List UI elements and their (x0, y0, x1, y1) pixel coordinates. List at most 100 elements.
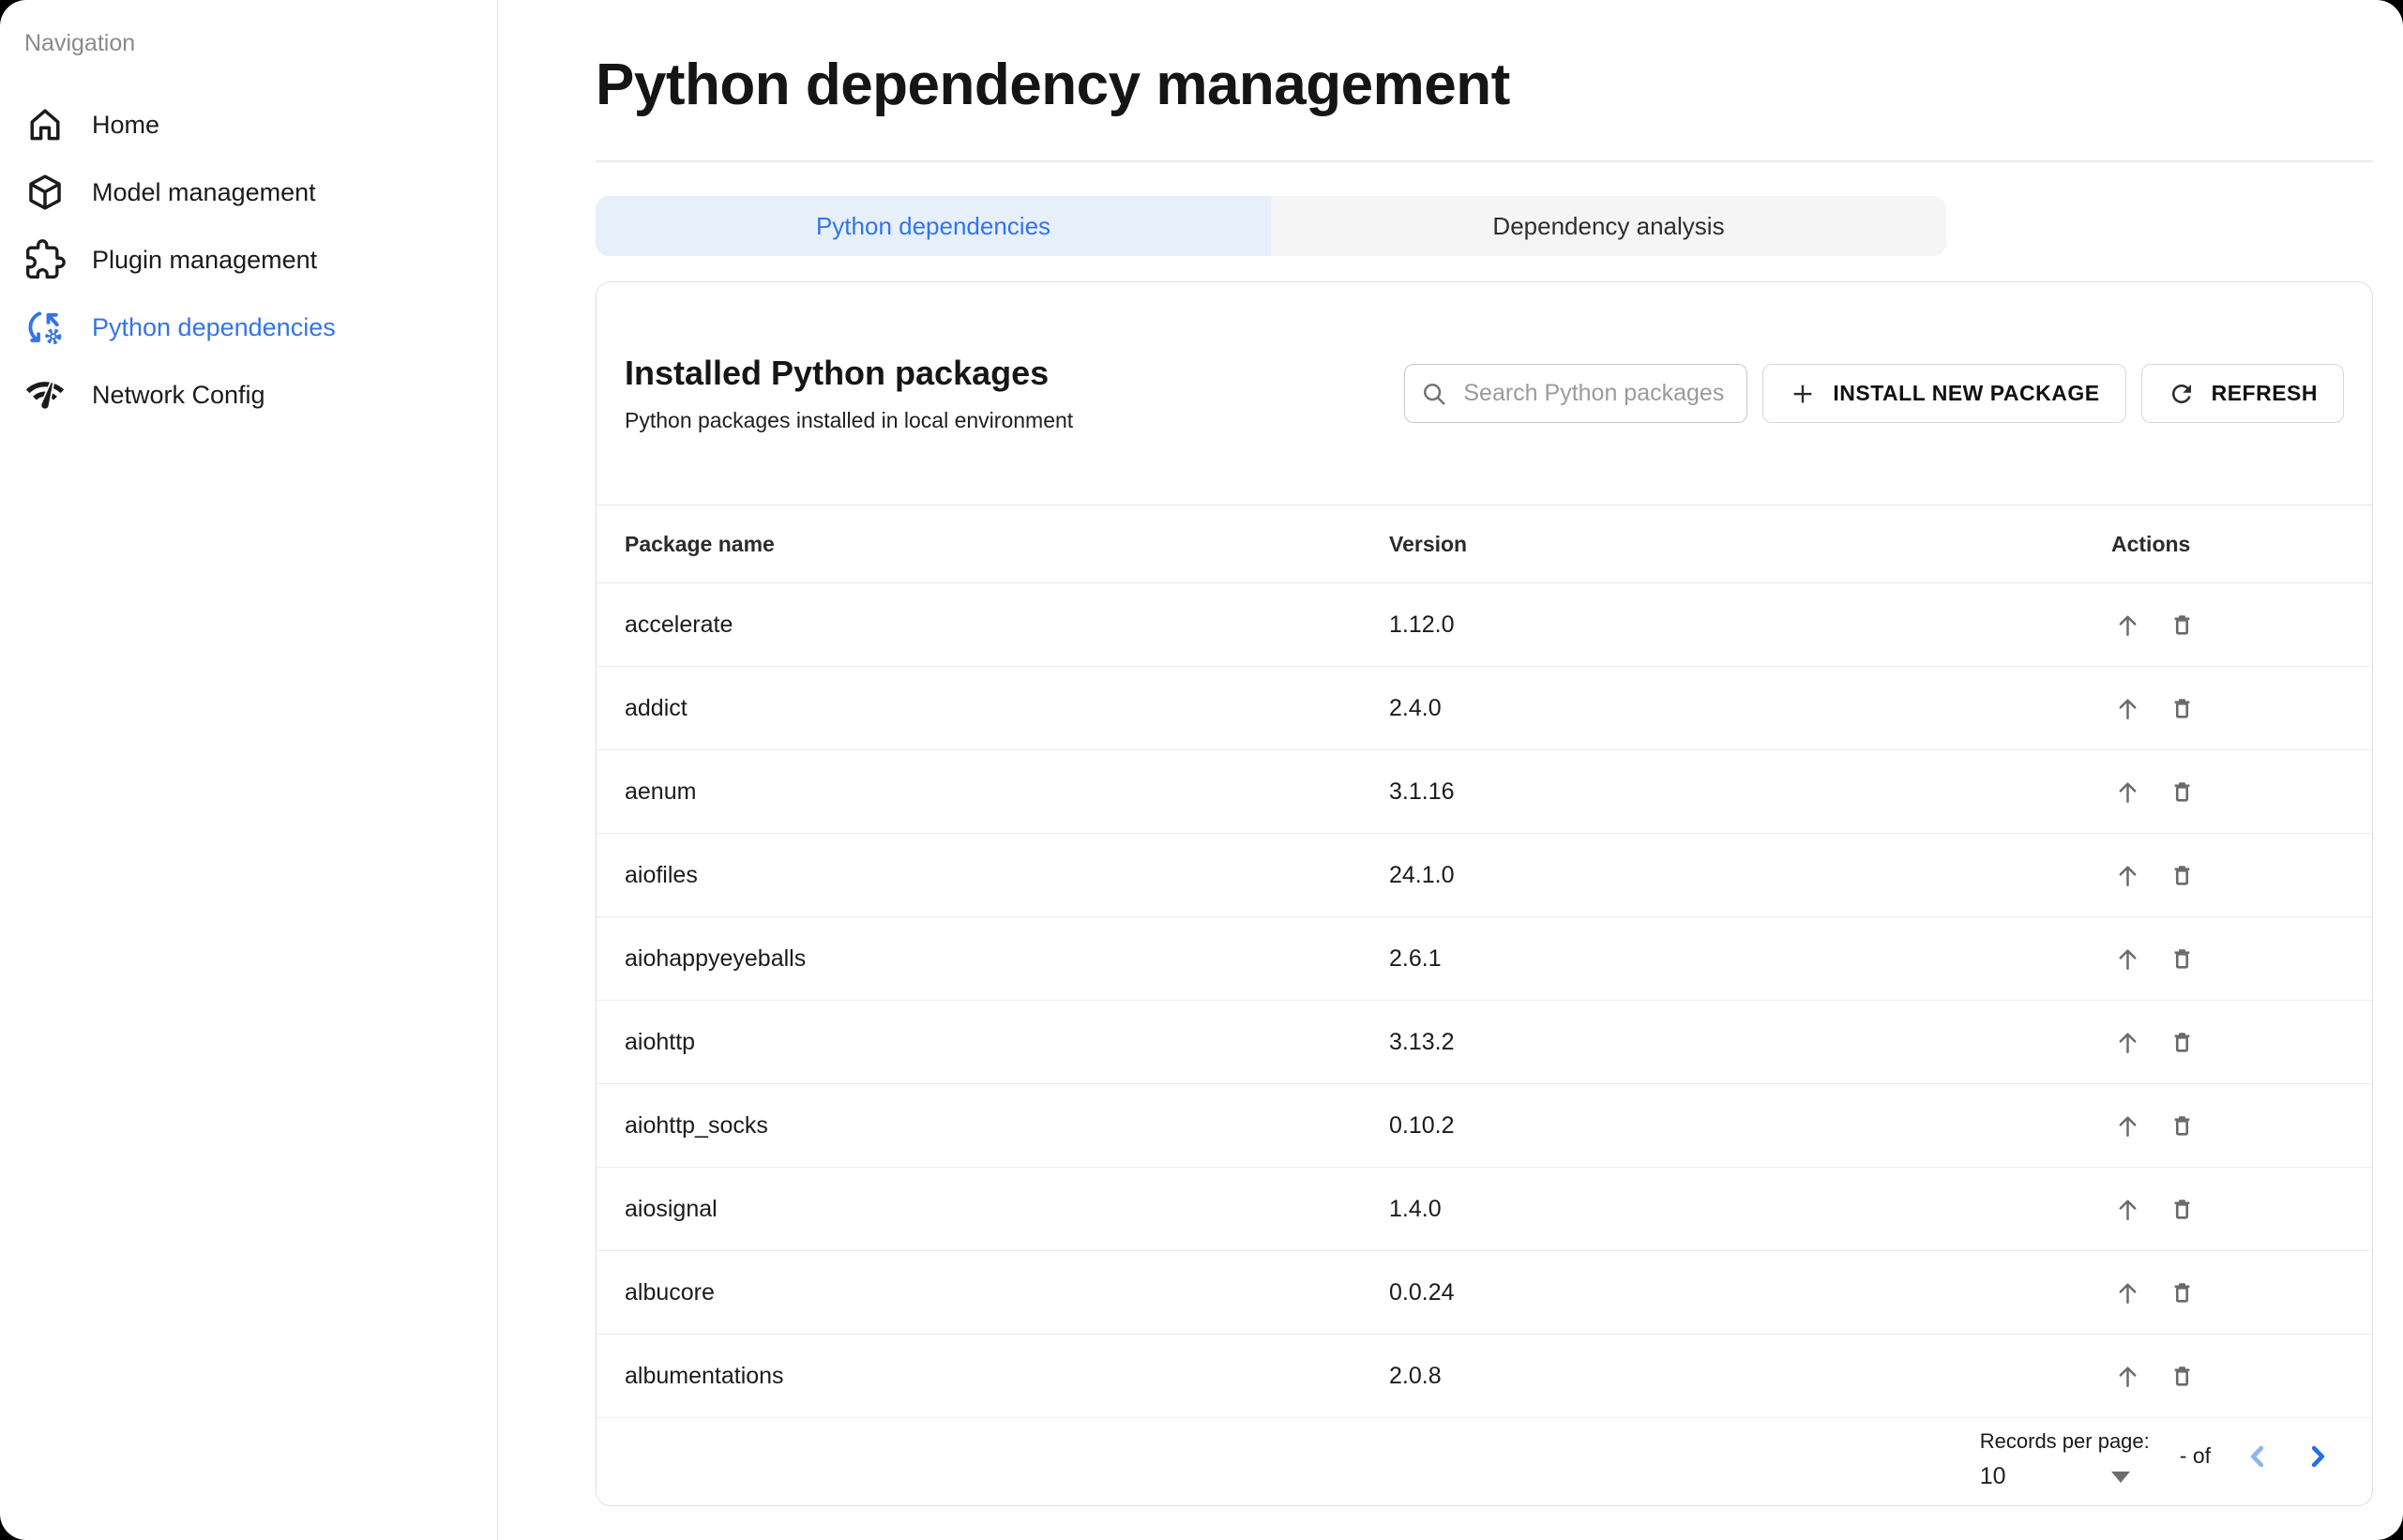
upgrade-package-button[interactable] (2111, 1360, 2143, 1392)
previous-page-button[interactable] (2241, 1440, 2275, 1473)
main-content: Python dependency management Python depe… (498, 0, 2403, 1540)
upgrade-package-button[interactable] (2111, 1276, 2143, 1308)
package-actions-cell (2111, 1110, 2344, 1141)
records-per-page-select[interactable]: 10 (1980, 1463, 2130, 1490)
records-per-page-value: 10 (1979, 1463, 2006, 1490)
upload-arrow-icon (2119, 1283, 2136, 1304)
sidebar-nav: Home Model management Plugin manage (0, 91, 497, 429)
upgrade-package-button[interactable] (2111, 609, 2143, 641)
package-actions-cell (2111, 1026, 2344, 1058)
plus-icon (1793, 385, 1812, 402)
package-actions-cell (2111, 1276, 2344, 1308)
upload-arrow-icon (2119, 949, 2136, 970)
table-row: aiohttp_socks 0.10.2 (597, 1084, 2372, 1169)
sidebar-item-python-dependencies[interactable]: Python dependencies (0, 294, 497, 361)
package-name-cell: aiohttp_socks (625, 1111, 768, 1139)
tab-python-dependencies[interactable]: Python dependencies (596, 196, 1271, 257)
next-page-button[interactable] (2301, 1440, 2335, 1473)
records-per-page: Records per page: 10 (1980, 1429, 2150, 1490)
sidebar-item-label: Network Config (92, 380, 265, 409)
upgrade-package-button[interactable] (2111, 692, 2143, 724)
refresh-button-label: REFRESH (2211, 381, 2318, 406)
upload-arrow-icon (2119, 615, 2136, 636)
package-version-cell: 1.12.0 (1389, 611, 1455, 638)
delete-package-button[interactable] (2166, 692, 2198, 724)
upgrade-package-button[interactable] (2111, 1193, 2143, 1225)
package-name-cell: aenum (625, 778, 697, 805)
package-name-cell: albucore (625, 1278, 715, 1306)
records-per-page-label: Records per page: (1979, 1429, 2150, 1454)
pagination: Records per page: 10 - of (597, 1418, 2372, 1505)
network-check-icon (24, 374, 66, 415)
pagination-range-label: - of (2179, 1443, 2211, 1469)
upload-arrow-icon (2119, 782, 2136, 803)
upgrade-package-button[interactable] (2111, 943, 2143, 974)
column-header-actions: Actions (2111, 531, 2191, 556)
sidebar-item-network-config[interactable]: Network Config (0, 361, 497, 429)
card-header-text: Installed Python packages Python package… (625, 354, 1073, 433)
delete-package-button[interactable] (2166, 1193, 2198, 1225)
delete-package-button[interactable] (2166, 1110, 2198, 1141)
delete-trash-icon (2174, 614, 2189, 635)
refresh-icon (2171, 384, 2191, 403)
upgrade-package-button[interactable] (2111, 1110, 2143, 1141)
table-row: albucore 0.0.24 (597, 1251, 2372, 1336)
sidebar-item-home[interactable]: Home (0, 91, 497, 159)
tab-dependency-analysis[interactable]: Dependency analysis (1492, 211, 1725, 240)
table-header-row: Package name Version Actions (597, 505, 2372, 584)
upgrade-package-button[interactable] (2111, 859, 2143, 891)
search-input[interactable] (1461, 379, 1732, 409)
table-row: aiohttp 3.13.2 (597, 1001, 2372, 1085)
delete-trash-icon (2174, 1282, 2189, 1303)
delete-package-button[interactable] (2166, 859, 2198, 891)
sidebar-item-label: Home (92, 110, 160, 139)
sidebar-title: Navigation (24, 30, 136, 56)
package-actions-cell (2111, 1360, 2344, 1392)
chevron-right-icon (2311, 1445, 2325, 1467)
sidebar-item-label: Plugin management (92, 245, 318, 274)
install-button-label: INSTALL NEW PACKAGE (1833, 381, 2100, 406)
delete-trash-icon (2174, 1366, 2189, 1386)
sidebar-item-model-management[interactable]: Model management (0, 159, 497, 226)
delete-package-button[interactable] (2166, 1276, 2198, 1308)
delete-package-button[interactable] (2166, 609, 2198, 641)
chevron-left-icon (2250, 1445, 2264, 1467)
package-actions-cell (2111, 859, 2344, 891)
upgrade-package-button[interactable] (2111, 1026, 2143, 1058)
upload-arrow-icon (2119, 1116, 2136, 1137)
delete-trash-icon (2174, 865, 2189, 885)
sidebar-item-label: Python dependencies (92, 312, 336, 341)
delete-package-button[interactable] (2166, 1360, 2198, 1392)
search-box[interactable] (1404, 364, 1748, 424)
package-name-cell: albumentations (625, 1362, 784, 1389)
model-cube-icon (24, 172, 66, 213)
package-version-cell: 2.6.1 (1389, 944, 1442, 972)
delete-package-button[interactable] (2166, 776, 2198, 808)
package-actions-cell (2111, 1193, 2344, 1225)
table-row: aiosignal 1.4.0 (597, 1168, 2372, 1252)
plugin-puzzle-icon (24, 239, 66, 280)
upgrade-package-button[interactable] (2111, 776, 2143, 808)
package-name-cell: addict (625, 694, 688, 721)
package-version-cell: 3.1.16 (1389, 778, 1455, 805)
delete-package-button[interactable] (2166, 943, 2198, 974)
delete-trash-icon (2174, 1115, 2189, 1136)
package-version-cell: 2.0.8 (1389, 1362, 1442, 1389)
title-divider (596, 160, 2373, 163)
home-icon (24, 104, 66, 145)
python-deps-sync-gear-icon (24, 307, 66, 348)
package-version-cell: 24.1.0 (1389, 861, 1455, 888)
card-title: Installed Python packages (625, 354, 1050, 393)
table-row: addict 2.4.0 (597, 667, 2372, 751)
package-actions-cell (2111, 943, 2344, 974)
column-header-version: Version (1389, 531, 1468, 556)
package-version-cell: 2.4.0 (1389, 694, 1442, 721)
delete-package-button[interactable] (2166, 1026, 2198, 1058)
sidebar: Navigation Home Model management (0, 0, 498, 1540)
refresh-button[interactable]: REFRESH (2140, 364, 2344, 424)
delete-trash-icon (2174, 698, 2189, 718)
sidebar-item-plugin-management[interactable]: Plugin management (0, 226, 497, 294)
install-new-package-button[interactable]: INSTALL NEW PACKAGE (1762, 364, 2126, 424)
card-header: Installed Python packages Python package… (597, 282, 2372, 505)
card-header-actions: INSTALL NEW PACKAGE REFRESH (1404, 364, 2344, 424)
